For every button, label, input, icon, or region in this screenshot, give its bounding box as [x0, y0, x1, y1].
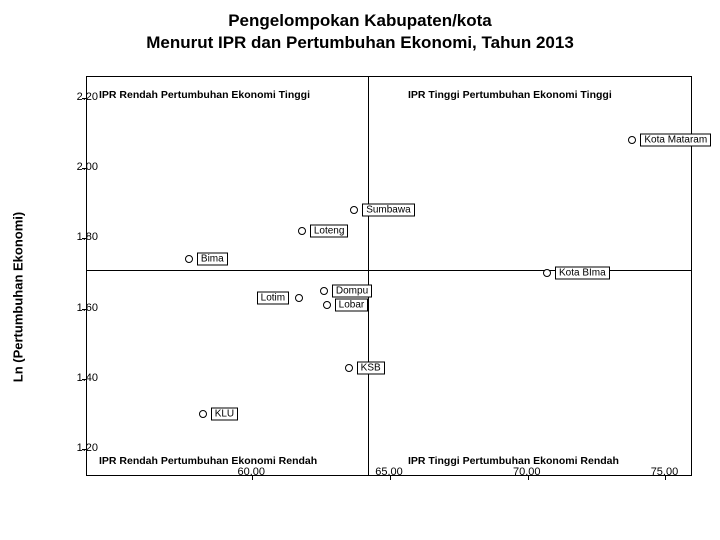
- ref-line-vertical: [368, 77, 369, 475]
- x-tick-label: 65.00: [375, 466, 403, 478]
- data-point: [320, 287, 328, 295]
- y-tick-label: 2.20: [77, 91, 98, 103]
- plot-area: IPR Rendah Pertumbuhan Ekonomi Tinggi IPR…: [86, 76, 692, 476]
- title-line-1: Pengelompokan Kabupaten/kota: [228, 11, 492, 30]
- data-point: [295, 294, 303, 302]
- y-axis-label: Ln (Pertumbuhan Ekonomi): [11, 212, 26, 382]
- title-line-2: Menurut IPR dan Pertumbuhan Ekonomi, Tah…: [146, 33, 574, 52]
- y-tick-label: 1.60: [77, 302, 98, 314]
- x-tick-label: 60.00: [238, 466, 266, 478]
- point-label: Loteng: [310, 225, 349, 238]
- data-point: [628, 136, 636, 144]
- point-label: Lobar: [335, 299, 369, 312]
- data-point: [298, 227, 306, 235]
- data-point: [543, 269, 551, 277]
- chart-title: Pengelompokan Kabupaten/kota Menurut IPR…: [0, 0, 720, 56]
- point-label: Dompu: [332, 285, 372, 298]
- data-point: [350, 206, 358, 214]
- point-label: KSB: [357, 362, 385, 375]
- y-tick-label: 1.40: [77, 372, 98, 384]
- data-point: [185, 255, 193, 263]
- data-point: [199, 410, 207, 418]
- scatter-chart: Ln (Pertumbuhan Ekonomi) IPR Rendah Pert…: [30, 62, 710, 532]
- point-label: Sumbawa: [362, 204, 414, 217]
- y-tick-label: 2.00: [77, 161, 98, 173]
- quadrant-label: IPR Rendah Pertumbuhan Ekonomi Tinggi: [99, 89, 310, 101]
- point-label: Kota Mataram: [640, 134, 711, 147]
- point-label: Kota BIma: [555, 267, 610, 280]
- point-label: Bima: [197, 253, 228, 266]
- point-label: KLU: [211, 407, 238, 420]
- quadrant-label: IPR Tinggi Pertumbuhan Ekonomi Tinggi: [408, 89, 612, 101]
- y-tick-label: 1.20: [77, 442, 98, 454]
- data-point: [323, 301, 331, 309]
- data-point: [345, 364, 353, 372]
- y-tick-label: 1.80: [77, 231, 98, 243]
- x-tick-label: 70.00: [513, 466, 541, 478]
- quadrant-label: IPR Rendah Pertumbuhan Ekonomi Rendah: [99, 455, 317, 467]
- point-label: Lotim: [257, 292, 289, 305]
- x-tick-label: 75.00: [651, 466, 679, 478]
